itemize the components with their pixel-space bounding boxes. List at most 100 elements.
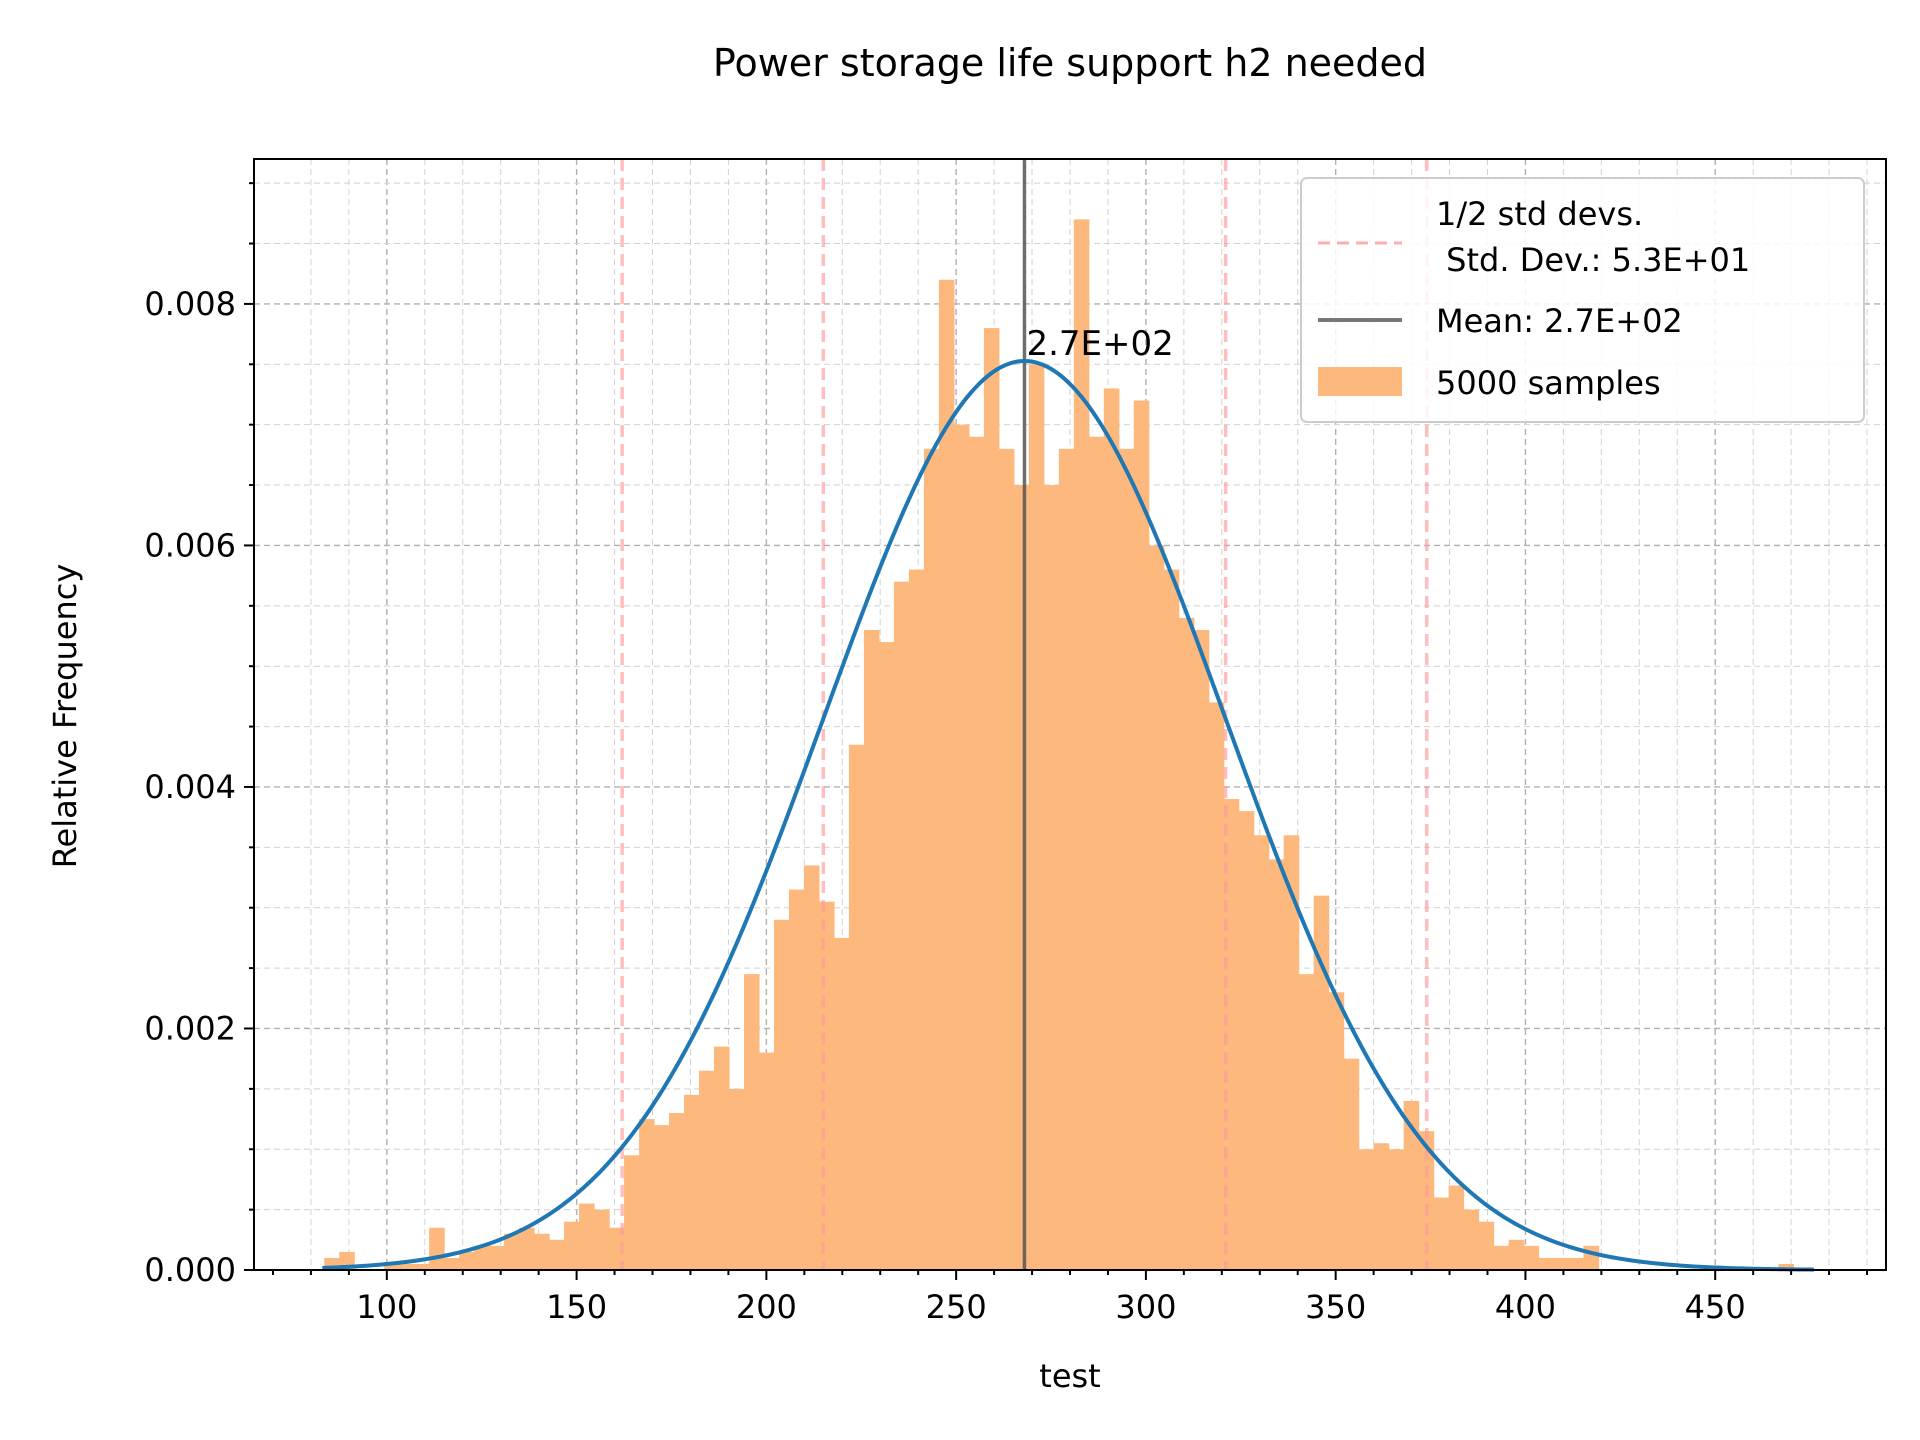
histogram-bar [684,1094,700,1270]
histogram-bar [564,1221,580,1270]
y-axis-ticks: 0.000 0.002 0.004 0.006 0.008 [144,182,254,1289]
histogram-bar [803,865,820,1270]
histogram-bar [1178,617,1195,1270]
histogram-bar [1058,448,1075,1271]
y-tick-label: 0.002 [144,1009,236,1047]
histogram-bar [938,279,955,1270]
histogram-bar [968,436,985,1270]
legend-samples-swatch [1318,367,1402,396]
histogram-bar [1358,1149,1375,1270]
histogram-bar [384,1263,400,1270]
histogram-bar [998,448,1015,1271]
legend-box [1300,177,1865,423]
histogram-bar [818,901,835,1270]
histogram-bar [399,1263,415,1270]
x-tick-label: 200 [736,1288,797,1326]
histogram-bar [639,1119,655,1270]
y-axis-label: Relative Frequency [46,564,84,869]
histogram-bar [1448,1185,1465,1270]
histogram-bar [429,1227,445,1270]
legend-std-label-line1: 1/2 std devs. [1436,195,1643,233]
histogram-bar [1193,629,1210,1270]
histogram-bar [1073,219,1090,1271]
x-tick-label: 100 [356,1288,417,1326]
histogram-bar [1283,835,1300,1270]
histogram-bar [414,1263,430,1270]
histogram-bar [743,974,760,1270]
histogram-bar [1028,364,1045,1271]
histogram-bar [788,889,805,1270]
histogram-bar [1433,1197,1450,1270]
histogram-bar [728,1088,745,1270]
histogram-bar [1133,400,1150,1270]
histogram-bar [758,1052,775,1270]
histogram-bar [459,1251,475,1270]
x-tick-label: 350 [1305,1288,1366,1326]
y-tick-label: 0.004 [144,768,236,806]
histogram-bar [953,424,970,1270]
histogram-bar [474,1245,490,1270]
histogram-bar [549,1239,565,1270]
x-tick-label: 400 [1495,1288,1556,1326]
histogram-bar [594,1209,610,1270]
histogram-bar [1778,1263,1794,1270]
x-tick-label: 150 [546,1288,607,1326]
histogram-bars [324,219,1794,1271]
histogram-bar [1208,702,1225,1270]
x-tick-label: 300 [1115,1288,1176,1326]
histogram-bar [1508,1239,1525,1270]
histogram-bar [579,1203,595,1270]
histogram-bar [1478,1221,1495,1270]
histogram-bar [1313,895,1330,1270]
histogram-bar [1463,1209,1480,1270]
histogram-bar [534,1233,550,1270]
legend-std-label-line2: Std. Dev.: 5.3E+01 [1436,241,1750,279]
mean-annotation: 2.7E+02 [1026,324,1173,364]
legend: 1/2 std devs. Std. Dev.: 5.3E+01 Mean: 2… [1300,177,1865,423]
histogram-bar [1493,1245,1510,1270]
histogram-bar [1568,1257,1585,1270]
histogram-bar [1268,859,1285,1270]
histogram-bar [1088,436,1105,1270]
histogram-bar [833,937,850,1270]
histogram-bar [1538,1257,1555,1270]
histogram-bar [1523,1245,1540,1270]
histogram-bar [1118,448,1135,1271]
histogram-bar [848,744,865,1270]
x-axis-label: test [1039,1357,1100,1395]
y-tick-label: 0.006 [144,526,236,564]
histogram-bar [1553,1257,1570,1270]
histogram-bar [983,328,1000,1271]
histogram-bar [1388,1149,1405,1270]
histogram-bar [624,1155,640,1270]
histogram-bar [1103,388,1120,1270]
chart-title: Power storage life support h2 needed [713,41,1427,85]
histogram-bar [504,1233,520,1270]
legend-samples-label: 5000 samples [1436,364,1661,402]
x-axis-ticks: 100 150 200 250 300 350 400 450 [271,1270,1869,1326]
histogram-bar [878,642,895,1270]
y-tick-label: 0.000 [144,1251,236,1289]
x-tick-label: 250 [926,1288,987,1326]
histogram-bar [519,1227,535,1270]
histogram-bar [893,581,910,1270]
histogram-bar [773,919,790,1270]
histogram-bar [489,1245,505,1270]
x-tick-label: 450 [1685,1288,1746,1326]
histogram-bar [1238,811,1255,1270]
normal-fit-curve [322,359,1814,1272]
histogram-bar [699,1070,715,1270]
histogram-bar [1148,545,1165,1270]
histogram-bar [444,1257,460,1270]
histogram-bar [1373,1143,1390,1270]
histogram-bar [609,1227,625,1270]
histogram-bar [1403,1100,1420,1270]
histogram-bar [1163,569,1180,1270]
histogram-bar [908,569,925,1270]
histogram-bar [923,448,940,1271]
histogram-bar [1253,835,1270,1270]
legend-mean-label: Mean: 2.7E+02 [1436,302,1683,340]
histogram-bar [1013,485,1030,1271]
histogram-bar [1328,992,1345,1270]
